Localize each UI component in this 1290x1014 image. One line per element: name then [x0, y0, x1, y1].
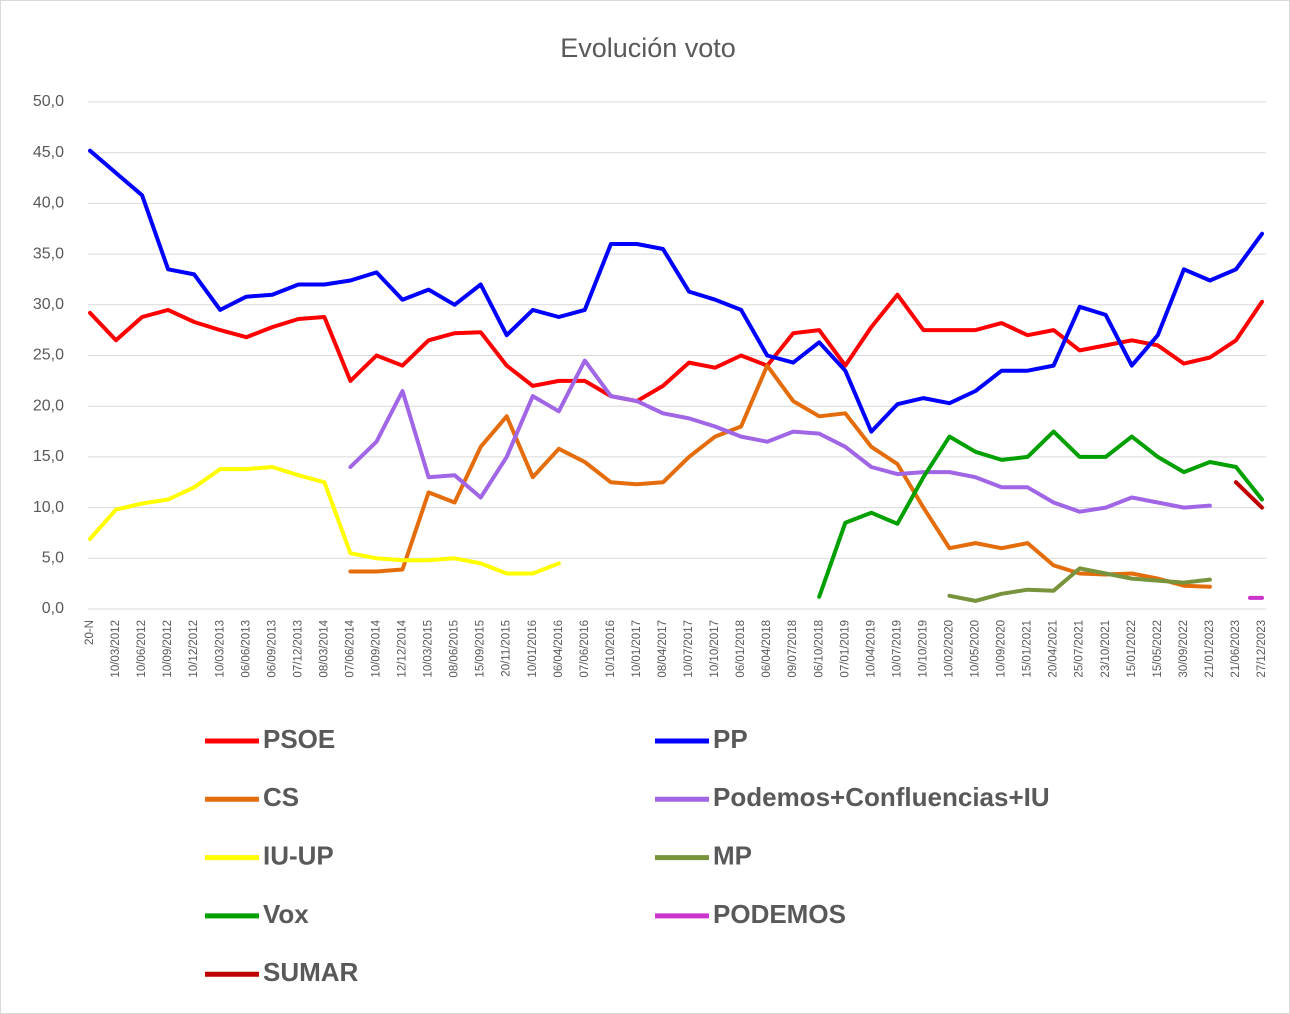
legend-label: CS — [263, 782, 299, 812]
x-tick-label: 10/07/2019 — [891, 620, 903, 678]
x-tick-label: 27/12/2023 — [1256, 620, 1268, 678]
y-tick-label: 0,0 — [42, 600, 64, 617]
x-tick-label: 06/10/2018 — [813, 620, 825, 678]
y-tick-label: 35,0 — [33, 245, 64, 262]
x-tick-label: 10/01/2017 — [631, 620, 643, 678]
series-line — [348, 358, 1212, 514]
x-tick-label: 07/06/2014 — [344, 619, 356, 677]
legend-label: PP — [713, 724, 748, 754]
x-tick-label: 06/01/2018 — [735, 620, 747, 678]
y-tick-label: 5,0 — [42, 550, 64, 567]
x-tick-label: 10/06/2012 — [136, 620, 148, 678]
legend-label: Podemos+Confluencias+IU — [713, 782, 1050, 812]
x-tick-label: 08/04/2017 — [657, 620, 669, 678]
series-line — [348, 363, 1212, 589]
x-tick-label: 10/05/2020 — [970, 620, 982, 678]
series-line — [1234, 480, 1264, 510]
x-tick-label: 23/10/2021 — [1100, 620, 1112, 678]
x-tick-label: 10/03/2013 — [214, 620, 226, 678]
y-tick-label: 40,0 — [33, 195, 64, 212]
x-tick-label: 10/03/2012 — [110, 620, 122, 678]
y-tick-label: 15,0 — [33, 448, 64, 465]
x-tick-label: 06/04/2018 — [761, 620, 773, 678]
x-tick-label: 21/01/2023 — [1204, 620, 1216, 678]
x-tick-label: 10/09/2014 — [371, 619, 383, 677]
x-tick-label: 21/06/2023 — [1230, 620, 1242, 678]
x-tick-label: 10/03/2015 — [423, 620, 435, 678]
legend-label: PODEMOS — [713, 899, 846, 929]
legend-label: Vox — [263, 899, 309, 929]
series-line — [817, 429, 1264, 599]
x-tick-label: 30/09/2022 — [1178, 620, 1190, 678]
x-tick-label: 15/05/2022 — [1152, 620, 1164, 678]
x-tick-label: 15/01/2021 — [1022, 620, 1034, 678]
legend-label: MP — [713, 840, 752, 870]
series-line — [947, 566, 1212, 603]
y-tick-label: 20,0 — [33, 397, 64, 414]
x-tick-label: 25/07/2021 — [1074, 620, 1086, 678]
x-tick-label: 15/09/2015 — [475, 620, 487, 678]
x-tick-label: 06/09/2013 — [266, 620, 278, 678]
series-line — [88, 465, 561, 576]
legend-label: PSOE — [263, 724, 335, 754]
y-tick-label: 45,0 — [33, 144, 64, 161]
y-tick-label: 10,0 — [33, 499, 64, 516]
x-tick-label: 15/01/2022 — [1126, 620, 1138, 678]
chart-title: Evolución voto — [560, 33, 736, 63]
x-tick-label: 10/10/2019 — [917, 620, 929, 678]
x-tick-label: 08/03/2014 — [318, 619, 330, 677]
y-tick-label: 25,0 — [33, 347, 64, 364]
x-tick-label: 20-N — [84, 620, 96, 645]
x-tick-label: 10/01/2016 — [527, 620, 539, 678]
x-tick-label: 10/07/2017 — [683, 620, 695, 678]
y-tick-label: 30,0 — [33, 296, 64, 313]
series-line — [88, 148, 1264, 434]
x-tick-label: 20/04/2021 — [1048, 620, 1060, 678]
x-tick-label: 10/12/2012 — [188, 620, 200, 678]
x-tick-label: 10/04/2019 — [865, 620, 877, 678]
x-tick-label: 12/12/2014 — [397, 619, 409, 677]
x-tick-label: 06/06/2013 — [240, 620, 252, 678]
x-tick-label: 10/09/2020 — [996, 620, 1008, 678]
x-tick-label: 10/10/2016 — [605, 620, 617, 678]
x-tick-label: 10/09/2012 — [162, 620, 174, 678]
x-tick-label: 09/07/2018 — [787, 620, 799, 678]
legend-label: SUMAR — [263, 957, 359, 987]
x-tick-label: 20/11/2015 — [501, 620, 513, 677]
x-tick-label: 07/12/2013 — [292, 620, 304, 678]
legend-label: IU-UP — [263, 840, 334, 870]
x-tick-label: 07/01/2019 — [839, 620, 851, 678]
x-tick-label: 08/06/2015 — [449, 620, 461, 678]
x-tick-label: 10/10/2017 — [709, 620, 721, 678]
y-tick-label: 50,0 — [33, 93, 64, 110]
x-tick-label: 10/02/2020 — [943, 620, 955, 678]
x-tick-label: 06/04/2016 — [553, 620, 565, 678]
x-tick-label: 07/06/2016 — [579, 620, 591, 678]
